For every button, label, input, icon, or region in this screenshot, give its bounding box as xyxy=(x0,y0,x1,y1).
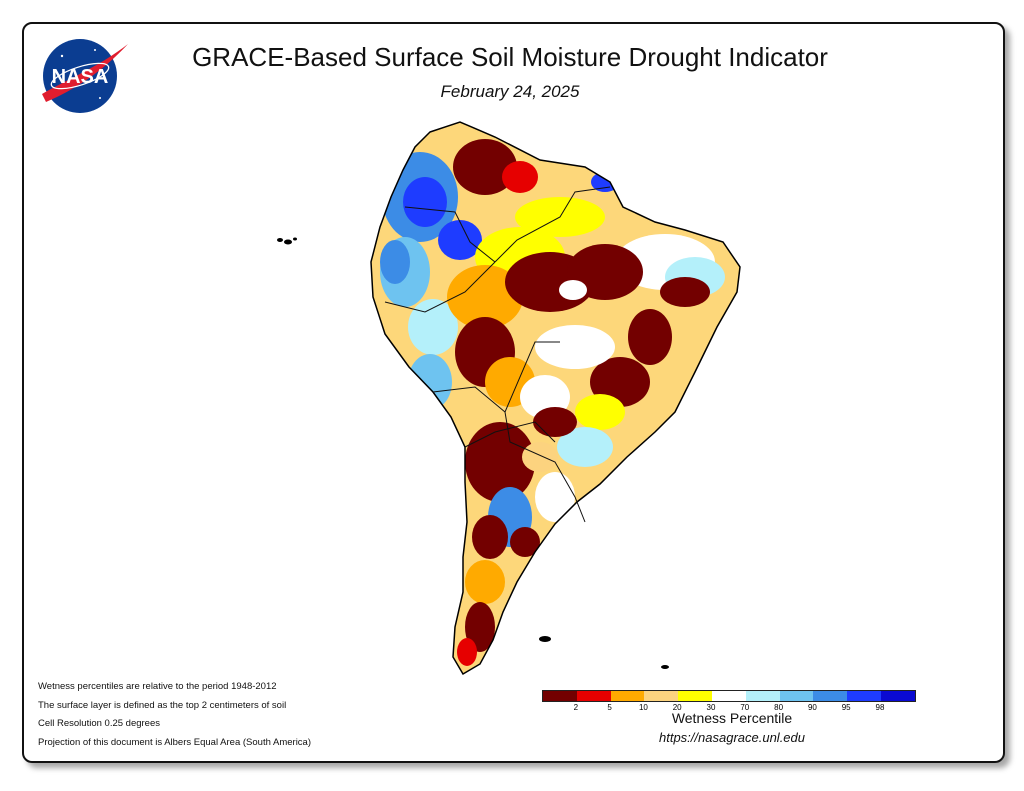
note-projection: Projection of this document is Albers Eq… xyxy=(38,736,311,748)
map-date: February 24, 2025 xyxy=(440,82,580,101)
legend-tick-label: 30 xyxy=(706,703,716,712)
note-surface-layer: The surface layer is defined as the top … xyxy=(38,699,287,711)
legend-swatch xyxy=(880,691,915,701)
legend-swatch xyxy=(678,691,712,701)
legend-swatch xyxy=(847,691,881,701)
legend-swatch xyxy=(711,691,746,701)
map-title: GRACE-Based Surface Soil Moisture Drough… xyxy=(192,42,828,72)
legend-tick-label: 10 xyxy=(638,703,648,712)
legend-swatch xyxy=(543,691,577,701)
legend-ticks: 2 5 10 20 30 70 80 90 95 98 xyxy=(542,703,922,715)
legend-tick-label: 90 xyxy=(807,703,817,712)
legend-swatch xyxy=(745,691,780,701)
legend-tick-label: 95 xyxy=(841,703,851,712)
legend-swatch xyxy=(644,691,679,701)
source-url: https://nasagrace.unl.edu xyxy=(659,730,805,745)
legend-title: Wetness Percentile xyxy=(671,710,793,726)
legend-swatch xyxy=(576,691,611,701)
legend: 2 5 10 20 30 70 80 90 95 98 Wetness Percentile ht… xyxy=(542,690,922,750)
legend-swatch xyxy=(813,691,848,701)
legend-swatch xyxy=(779,691,814,701)
legend-tick-label: 20 xyxy=(672,703,682,712)
note-resolution: Cell Resolution 0.25 degrees xyxy=(38,718,160,729)
note-period: Wetness percentiles are relative to the … xyxy=(38,681,277,692)
legend-tick-label: 98 xyxy=(875,703,885,712)
legend-tick-label: 5 xyxy=(607,703,612,712)
legend-tick-label: 70 xyxy=(740,703,750,712)
south-america-map xyxy=(277,121,741,676)
map-notes: Wetness percentiles are relative to the … xyxy=(38,678,311,752)
legend-color-bar xyxy=(542,690,916,702)
nasa-logo-text: NASA xyxy=(52,66,109,88)
legend-tick-label: 80 xyxy=(774,703,784,712)
legend-tick-label: 2 xyxy=(573,703,579,712)
nasa-logo: NASA xyxy=(42,39,128,113)
legend-swatch xyxy=(610,691,645,701)
